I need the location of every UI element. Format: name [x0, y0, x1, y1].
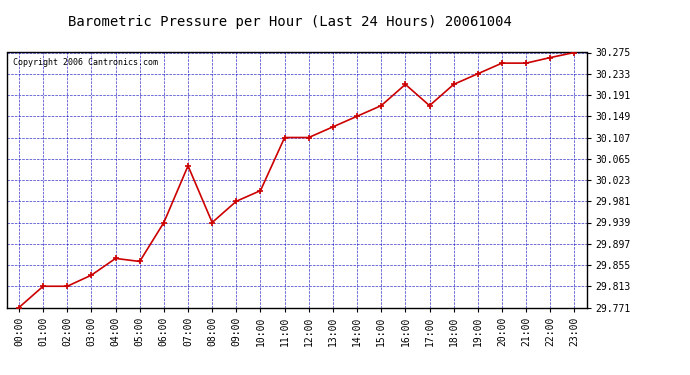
Text: Barometric Pressure per Hour (Last 24 Hours) 20061004: Barometric Pressure per Hour (Last 24 Ho…	[68, 15, 512, 29]
Text: Copyright 2006 Cantronics.com: Copyright 2006 Cantronics.com	[12, 58, 158, 67]
